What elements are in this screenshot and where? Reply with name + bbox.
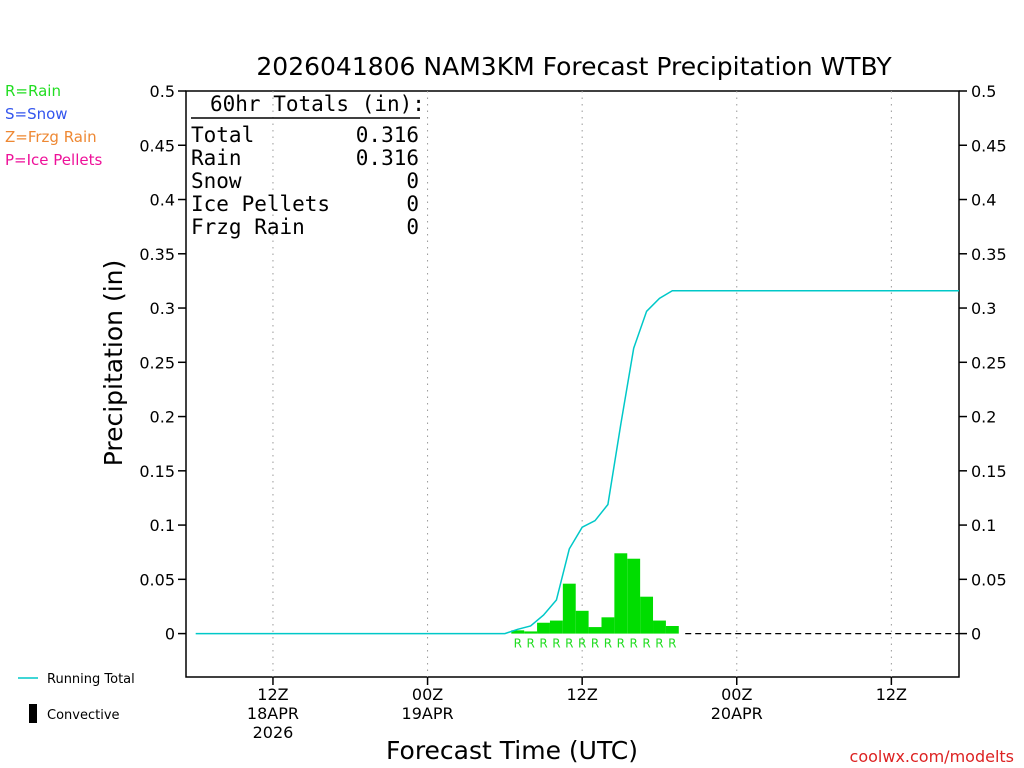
precip-bars [511, 553, 679, 634]
x-tick-label: 12Z [876, 685, 907, 704]
y-tick-label-right: 0.2 [971, 408, 996, 427]
totals-box: 60hr Totals (in): Total 0.316 Rain 0.316 Sno… [191, 92, 425, 239]
precip-type-legend-item: Z=Frzg Rain [5, 128, 97, 146]
x-tick-label: 00Z [721, 685, 752, 704]
right-y-axis: 0 0.05 0.1 0.15 0.2 0.25 0.3 0.35 0.4 0.45 0.5 [959, 82, 1007, 644]
y-tick-label-right: 0.1 [971, 516, 996, 535]
x-tick-label: 00Z [412, 685, 443, 704]
y-tick-label-right: 0.35 [971, 245, 1007, 264]
convective-legend-swatch [29, 704, 37, 723]
precip-bar [665, 625, 679, 634]
precip-bar [627, 558, 641, 634]
credit-text: coolwx.com/modelts [850, 747, 1014, 766]
y-tick-label-right: 0.25 [971, 353, 1007, 372]
left-y-axis: 0 0.05 0.1 0.15 0.2 0.25 0.3 0.35 0.4 0.45 0.5 [139, 82, 186, 644]
totals-row-value: 0.316 [356, 123, 419, 147]
y-tick-label-right: 0.05 [971, 570, 1007, 589]
precip-type-label: R [604, 637, 612, 651]
precip-type-label: R [591, 637, 599, 651]
totals-row-value: 0.316 [356, 146, 419, 170]
y-tick-label: 0.1 [150, 516, 175, 535]
precip-type-label: R [668, 637, 676, 651]
x-tick-label: 12Z [566, 685, 597, 704]
running-total-series [195, 289, 959, 635]
y-tick-label: 0.35 [139, 245, 175, 264]
precip-type-legend-item: S=Snow [5, 105, 68, 123]
x-tick-date: 20APR [711, 704, 763, 723]
totals-row-value: 0 [406, 215, 419, 239]
y-tick-label: 0.5 [150, 82, 175, 101]
totals-row-label: Total [191, 123, 254, 147]
precip-type-label: R [655, 637, 663, 651]
precip-type-label: R [630, 637, 638, 651]
series-legend-label: Convective [47, 708, 120, 723]
y-tick-label: 0.25 [139, 353, 175, 372]
y-tick-label: 0.3 [150, 299, 175, 318]
y-tick-label-right: 0 [971, 625, 981, 644]
precip-bar [601, 617, 615, 634]
y-tick-label-right: 0.4 [971, 191, 996, 210]
precip-type-label: R [514, 637, 522, 651]
precip-bar [537, 622, 550, 634]
x-tick-date: 19APR [402, 704, 454, 723]
precip-type-legend-item: R=Rain [5, 82, 61, 100]
y-tick-label: 0.4 [150, 191, 175, 210]
totals-row-value: 0 [406, 169, 419, 193]
y-axis-title: Precipitation (in) [99, 260, 128, 467]
y-tick-label: 0.05 [139, 570, 175, 589]
x-tick-year: 2026 [253, 723, 294, 742]
precip-type-label: R [539, 637, 547, 651]
precip-bar [562, 583, 576, 634]
precip-bar [575, 610, 589, 634]
totals-row-label: Rain [191, 146, 242, 170]
y-tick-label: 0.45 [139, 136, 175, 155]
precip-bar [653, 620, 666, 634]
y-tick-label: 0 [165, 625, 175, 644]
plot-frame [185, 90, 960, 678]
x-tick-date: 18APR [247, 704, 299, 723]
totals-title: 60hr Totals (in): [210, 92, 425, 116]
precip-type-legend: R=Rain S=Snow Z=Frzg Rain P=Ice Pellets [5, 82, 102, 169]
precip-bar [588, 627, 602, 634]
precip-type-label: R [526, 637, 534, 651]
y-tick-label: 0.15 [139, 462, 175, 481]
y-tick-label-right: 0.3 [971, 299, 996, 318]
precip-bar [614, 553, 628, 634]
y-tick-label: 0.2 [150, 408, 175, 427]
totals-row-label: Ice Pellets [191, 192, 330, 216]
precip-type-label: R [617, 637, 625, 651]
precip-type-label: R [578, 637, 586, 651]
series-legend-label: Running Total [47, 672, 135, 687]
y-tick-label-right: 0.45 [971, 136, 1007, 155]
x-axis-title: Forecast Time (UTC) [386, 736, 638, 765]
series-legend: Running Total Convective [18, 672, 135, 723]
totals-row-value: 0 [406, 192, 419, 216]
precip-bar [549, 620, 563, 634]
precip-type-label: R [552, 637, 560, 651]
totals-rows: Total 0.316 Rain 0.316 Snow 0 Ice Pellets 0 Frzg… [191, 123, 419, 239]
totals-row-label: Frzg Rain [191, 215, 305, 239]
precip-type-legend-item: P=Ice Pellets [5, 151, 102, 169]
precip-bar [524, 631, 538, 634]
running-total-line [195, 289, 959, 635]
precip-bar [511, 630, 525, 634]
precip-type-label: R [565, 637, 573, 651]
y-tick-label-right: 0.5 [971, 82, 996, 101]
vertical-gridlines [272, 91, 892, 677]
totals-row-label: Snow [191, 169, 242, 193]
chart-title: 2026041806 NAM3KM Forecast Precipitation… [256, 52, 892, 81]
precip-type-label: R [642, 637, 650, 651]
x-tick-label: 12Z [257, 685, 288, 704]
precip-bar [640, 596, 654, 634]
y-tick-label-right: 0.15 [971, 462, 1007, 481]
